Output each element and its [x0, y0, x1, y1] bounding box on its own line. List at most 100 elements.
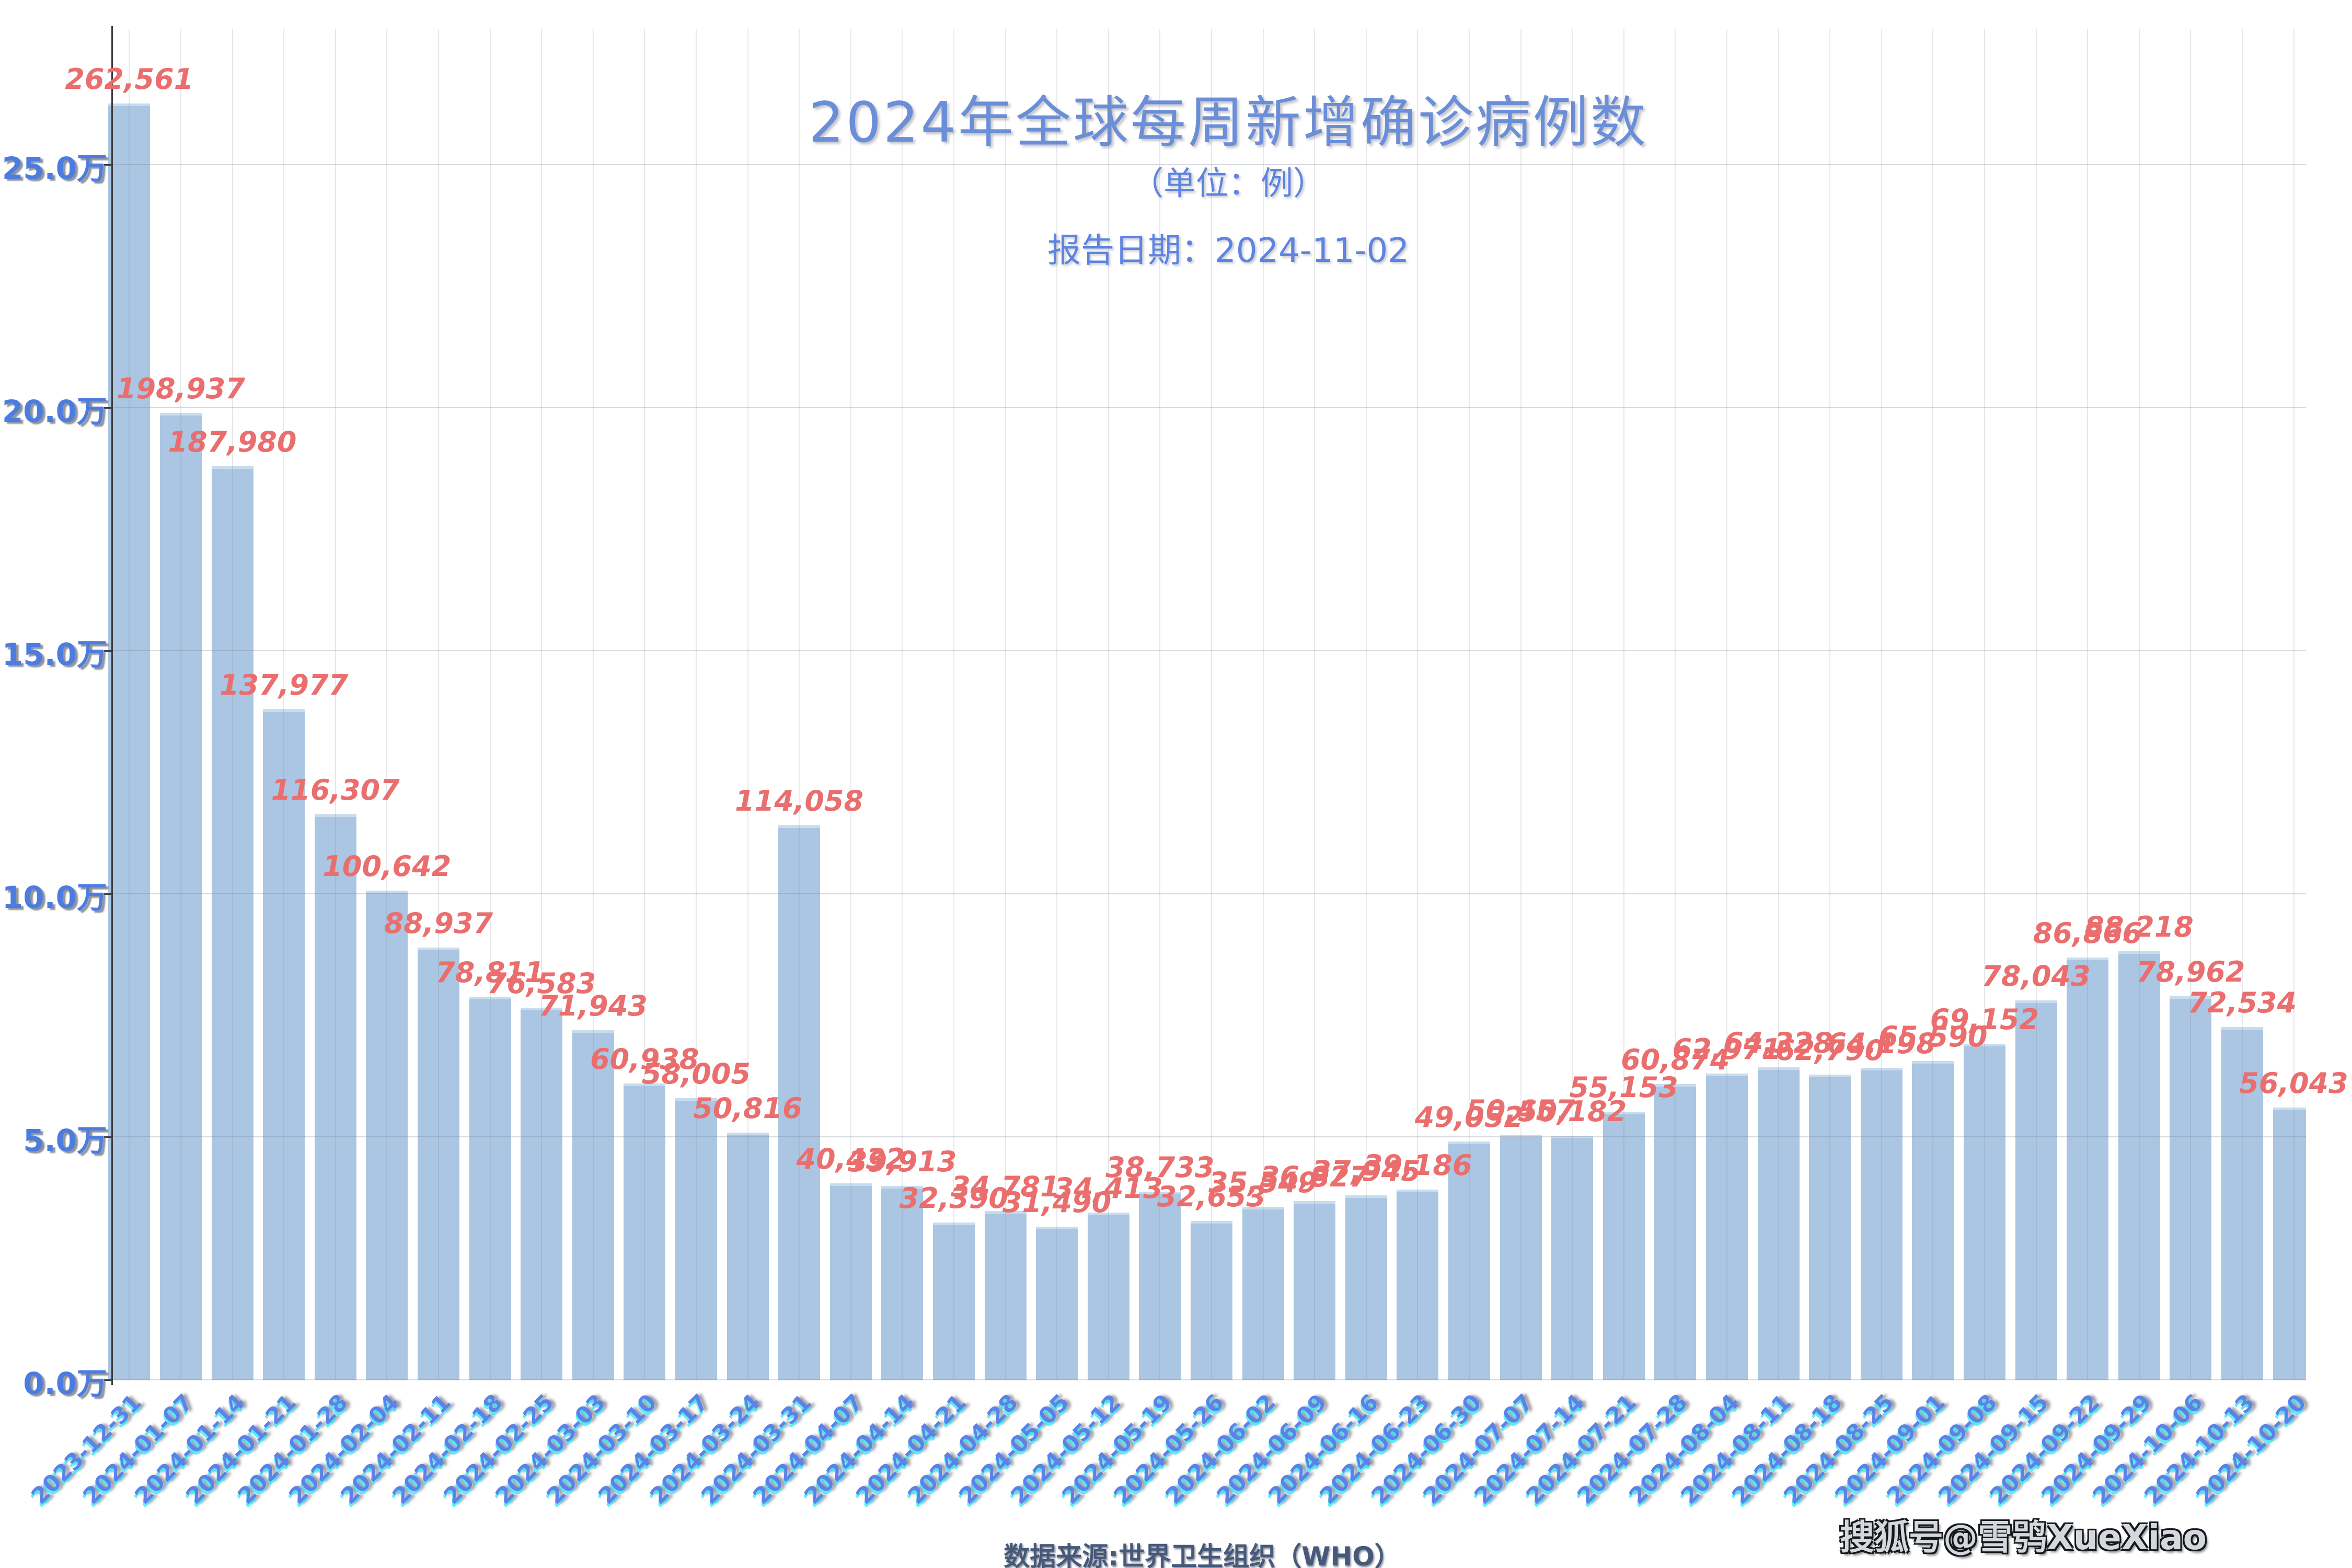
bar-value-label: 34,413	[1054, 1171, 1163, 1205]
bar-value-label: 64,198	[1827, 1027, 1936, 1060]
v-gridline	[489, 29, 491, 1380]
v-gridline	[747, 29, 748, 1380]
bar	[1087, 1212, 1129, 1380]
v-gridline	[695, 29, 697, 1380]
v-gridline	[232, 29, 233, 1380]
y-axis-label: 15.0万	[2, 637, 107, 672]
v-gridline	[799, 29, 800, 1380]
bar-value-label: 62,790	[1775, 1034, 1885, 1067]
bar	[778, 825, 821, 1380]
bar	[1500, 1134, 1542, 1380]
v-gridline	[1881, 29, 1882, 1380]
bar-value-label: 88,218	[2084, 910, 2194, 943]
v-gridline	[1520, 29, 1521, 1380]
bar	[1705, 1074, 1748, 1380]
v-gridline	[953, 29, 954, 1380]
bar-value-label: 32,653	[1157, 1180, 1266, 1214]
v-gridline	[335, 29, 336, 1380]
v-gridline	[2035, 29, 2037, 1380]
h-gridline	[112, 893, 2306, 894]
bar	[1809, 1075, 1851, 1380]
bar	[2015, 1000, 2057, 1380]
bar	[881, 1185, 924, 1380]
v-gridline	[1417, 29, 1419, 1380]
bar-value-label: 36,827	[1260, 1160, 1369, 1193]
y-axis-label: 5.0万	[23, 1123, 107, 1158]
v-gridline	[2138, 29, 2140, 1380]
bar	[572, 1030, 614, 1380]
v-gridline	[1210, 29, 1212, 1380]
bar	[1602, 1112, 1645, 1380]
bar	[159, 412, 202, 1380]
bar	[675, 1098, 717, 1380]
y-axis-label: 25.0万	[2, 151, 107, 186]
bar	[1448, 1141, 1490, 1380]
bar	[2221, 1027, 2263, 1380]
v-gridline	[1726, 29, 1727, 1380]
bar	[1551, 1136, 1594, 1380]
v-gridline	[129, 29, 130, 1380]
v-gridline	[1778, 29, 1779, 1380]
y-axis-tick	[103, 164, 112, 166]
v-gridline	[1365, 29, 1367, 1380]
bar-value-label: 60,938	[590, 1043, 699, 1076]
v-gridline	[437, 29, 439, 1380]
bar-value-label: 39,186	[1363, 1148, 1472, 1182]
bar-value-label: 40,432	[796, 1142, 905, 1175]
bar	[727, 1133, 769, 1380]
bar	[1345, 1195, 1387, 1380]
bar-value-label: 60,874	[1621, 1043, 1730, 1076]
bar-value-label: 114,058	[735, 785, 864, 818]
bar	[1139, 1191, 1181, 1380]
bar	[1912, 1061, 1954, 1380]
bar-value-label: 55,153	[1569, 1071, 1678, 1104]
bar	[932, 1222, 975, 1380]
bar-value-label: 35,549	[1208, 1166, 1318, 1200]
bar	[108, 103, 151, 1380]
y-axis-tick	[103, 650, 112, 652]
bar	[1654, 1083, 1697, 1380]
bar-value-label: 116,307	[271, 774, 400, 807]
v-gridline	[1932, 29, 1934, 1380]
v-gridline	[1056, 29, 1058, 1380]
watermark-text: 搜狐号@雪鸮XueXiao	[1840, 1517, 2207, 1558]
v-gridline	[1005, 29, 1006, 1380]
v-gridline	[1984, 29, 1985, 1380]
bar	[211, 466, 253, 1380]
bar	[521, 1007, 563, 1380]
bar	[1397, 1189, 1439, 1380]
bar-value-label: 50,816	[693, 1092, 802, 1125]
bar-value-label: 88,937	[384, 906, 493, 940]
bar-value-label: 64,328	[1724, 1026, 1833, 1059]
bar-value-label: 69,152	[1930, 1002, 2039, 1036]
bar-value-label: 65,590	[1878, 1020, 1988, 1053]
v-gridline	[541, 29, 543, 1380]
bar	[263, 709, 305, 1380]
bar-value-label: 72,534	[2187, 986, 2297, 1020]
y-axis-tick	[103, 893, 112, 895]
v-gridline	[2293, 29, 2295, 1380]
bar-value-label: 137,977	[220, 668, 349, 701]
bar	[624, 1083, 666, 1380]
y-axis-tick	[103, 1379, 112, 1381]
bar	[469, 997, 511, 1380]
v-gridline	[902, 29, 903, 1380]
bar-value-label: 34,781	[951, 1170, 1060, 1203]
h-gridline	[112, 164, 2306, 165]
v-gridline	[1623, 29, 1624, 1380]
bar	[1036, 1227, 1078, 1380]
bar-value-label: 38,733	[1105, 1150, 1215, 1184]
bar-value-label: 62,971	[1672, 1033, 1782, 1066]
v-gridline	[1314, 29, 1316, 1380]
v-gridline	[386, 29, 388, 1380]
bar	[984, 1210, 1027, 1380]
h-gridline	[112, 407, 2306, 408]
bar	[2067, 958, 2109, 1380]
bar-value-label: 78,811	[435, 956, 545, 989]
bar-value-label: 262,561	[65, 63, 194, 96]
h-gridline	[112, 650, 2306, 651]
v-gridline	[2241, 29, 2243, 1380]
v-gridline	[1468, 29, 1470, 1380]
y-axis-tick	[103, 1136, 112, 1138]
